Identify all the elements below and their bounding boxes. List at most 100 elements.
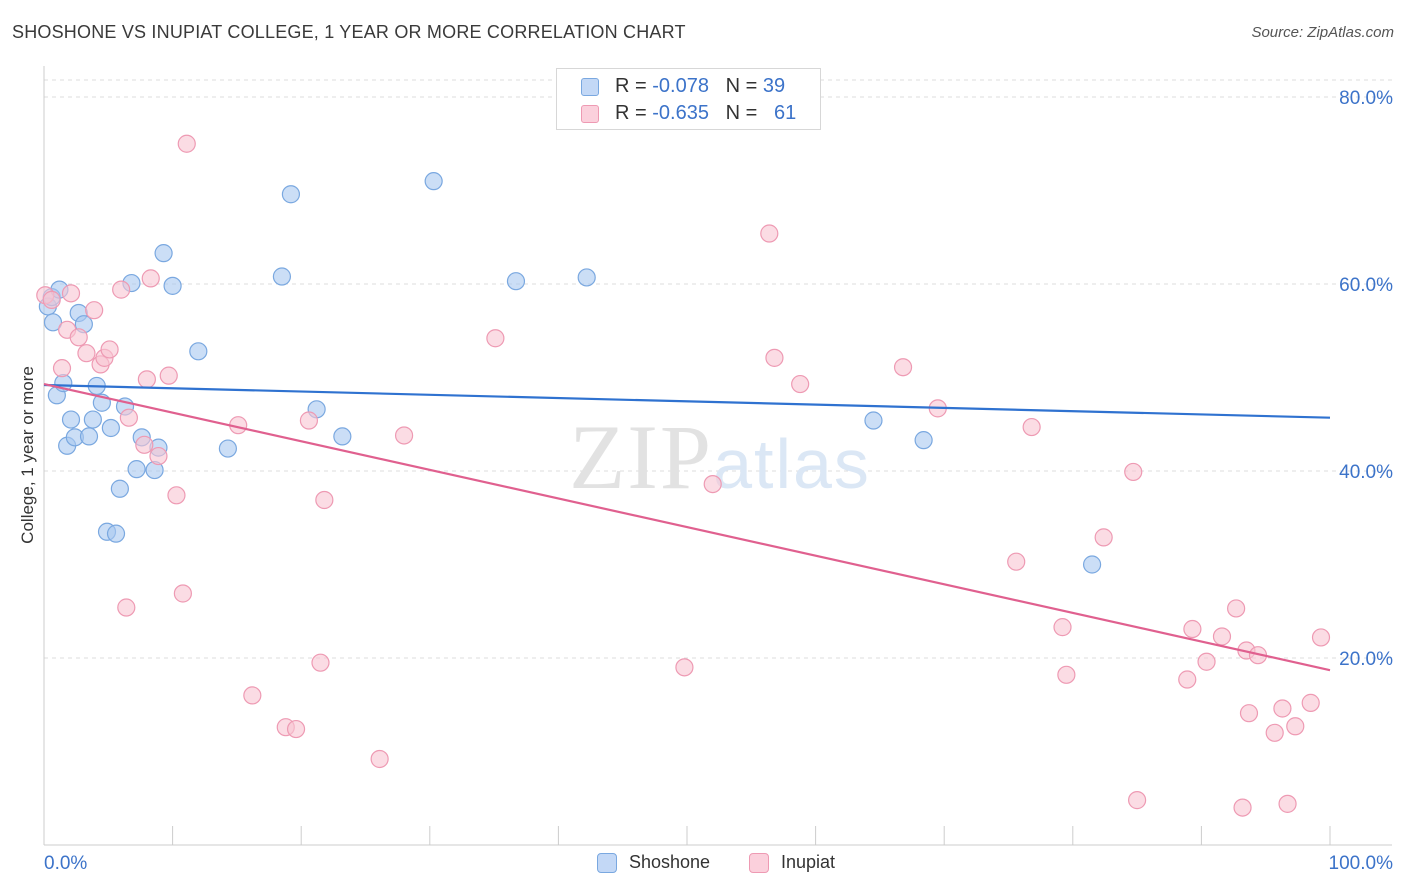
data-point-inupiat (1197, 652, 1216, 671)
data-point-inupiat (243, 686, 262, 705)
data-point-shoshone (163, 276, 182, 295)
data-point-inupiat (1286, 717, 1305, 736)
data-point-inupiat (1273, 699, 1292, 718)
legend-n-value-shoshone: 39 (762, 75, 786, 97)
data-point-inupiat (1301, 693, 1320, 712)
data-point-inupiat (159, 366, 178, 385)
data-point-shoshone (333, 427, 352, 446)
data-point-inupiat (42, 290, 61, 309)
data-point-shoshone (106, 524, 126, 543)
data-point-inupiat (52, 359, 72, 378)
trend-line-inupiat (43, 382, 1331, 672)
data-point-shoshone (218, 439, 237, 458)
x-tick-label: 0.0% (44, 853, 87, 874)
data-point-inupiat (1057, 665, 1076, 684)
shoshone-legend-swatch (597, 853, 617, 873)
data-point-inupiat (61, 284, 81, 303)
data-point-inupiat (1127, 791, 1147, 810)
data-point-inupiat (311, 653, 330, 672)
shoshone-legend-label: Shoshone (629, 852, 711, 872)
data-point-shoshone (154, 244, 173, 263)
shoshone-swatch (581, 78, 599, 96)
data-point-inupiat (703, 474, 722, 494)
inupiat-swatch (581, 105, 599, 123)
data-point-inupiat (1239, 704, 1259, 723)
data-point-shoshone (1082, 555, 1102, 574)
data-point-inupiat (117, 598, 136, 617)
chart-title: SHOSHONE VS INUPIAT COLLEGE, 1 YEAR OR M… (12, 22, 686, 42)
data-point-inupiat (299, 411, 319, 430)
inupiat-legend-swatch (749, 853, 769, 873)
tick-labels: 20.0% 40.0% 60.0% 80.0% 0.0% 100.0% (44, 88, 1393, 874)
y-tick-label: 40.0% (1339, 462, 1393, 483)
data-point-shoshone (110, 479, 129, 498)
data-point-inupiat (77, 344, 96, 363)
x-tick-label: 100.0% (1329, 853, 1394, 874)
data-point-inupiat (1183, 619, 1202, 639)
data-point-inupiat (1265, 723, 1284, 742)
data-point-inupiat (119, 408, 138, 427)
legend-r-value-inupiat: -0.635 (652, 102, 709, 124)
data-point-inupiat (100, 340, 119, 359)
y-tick-label: 80.0% (1339, 88, 1393, 109)
data-point-inupiat (1311, 628, 1331, 647)
y-tick-label: 20.0% (1339, 649, 1393, 670)
data-point-inupiat (760, 224, 779, 243)
data-point-inupiat (137, 370, 156, 389)
data-point-inupiat (177, 134, 196, 153)
data-point-inupiat (1094, 528, 1113, 547)
data-point-inupiat (1227, 599, 1246, 618)
data-point-shoshone (281, 185, 301, 204)
trend-lines (43, 382, 1331, 672)
legend-n-label: N = (725, 102, 763, 124)
data-point-inupiat (1178, 670, 1197, 689)
data-point-shoshone (127, 460, 146, 479)
data-point-inupiat (135, 435, 154, 454)
watermark: ZIPatlas (569, 406, 871, 508)
data-point-shoshone (914, 431, 933, 450)
gridlines (44, 79, 1392, 659)
data-point-inupiat (167, 486, 186, 505)
data-point-inupiat (315, 490, 334, 510)
data-point-shoshone (189, 342, 208, 361)
data-point-inupiat (394, 426, 414, 445)
data-point-inupiat (675, 658, 694, 677)
legend-n-label: N = (725, 75, 763, 97)
data-point-inupiat (141, 269, 160, 288)
data-point-inupiat (1007, 552, 1026, 571)
data-point-inupiat (765, 348, 784, 367)
data-point-inupiat (1212, 627, 1232, 646)
data-point-inupiat (173, 584, 192, 603)
legend-r-value-shoshone: -0.078 (652, 75, 709, 97)
data-point-shoshone (83, 410, 102, 429)
series-inupiat (36, 134, 1331, 817)
correlation-legend: R = -0.078 N = 39 R = -0.635 N = 61 (556, 68, 821, 130)
data-point-shoshone (43, 313, 63, 332)
data-point-inupiat (791, 374, 810, 394)
data-point-inupiat (1124, 462, 1143, 482)
data-point-shoshone (61, 410, 81, 429)
y-tick-label: 60.0% (1339, 275, 1393, 296)
data-point-inupiat (149, 446, 168, 466)
data-point-inupiat (112, 280, 131, 299)
axes (43, 66, 1392, 846)
data-point-inupiat (486, 329, 505, 348)
series-shoshone (38, 172, 1102, 574)
data-point-shoshone (864, 411, 883, 430)
data-point-inupiat (1053, 618, 1072, 637)
data-point-inupiat (286, 719, 306, 739)
legend-r-label: R = (615, 102, 653, 124)
data-point-inupiat (1233, 798, 1252, 817)
data-point-shoshone (79, 427, 99, 446)
data-point-inupiat (69, 328, 88, 347)
data-point-shoshone (101, 418, 120, 438)
data-point-inupiat (1022, 417, 1041, 437)
legend-n-value-inupiat: 61 (774, 102, 797, 124)
legend-r-label: R = (615, 75, 653, 97)
data-point-shoshone (506, 272, 526, 291)
data-point-inupiat (1278, 794, 1297, 813)
data-point-shoshone (424, 172, 443, 191)
trend-line-shoshone (43, 383, 1331, 419)
data-point-shoshone (272, 267, 292, 286)
